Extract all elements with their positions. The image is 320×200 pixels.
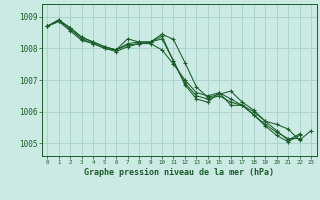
- X-axis label: Graphe pression niveau de la mer (hPa): Graphe pression niveau de la mer (hPa): [84, 168, 274, 177]
